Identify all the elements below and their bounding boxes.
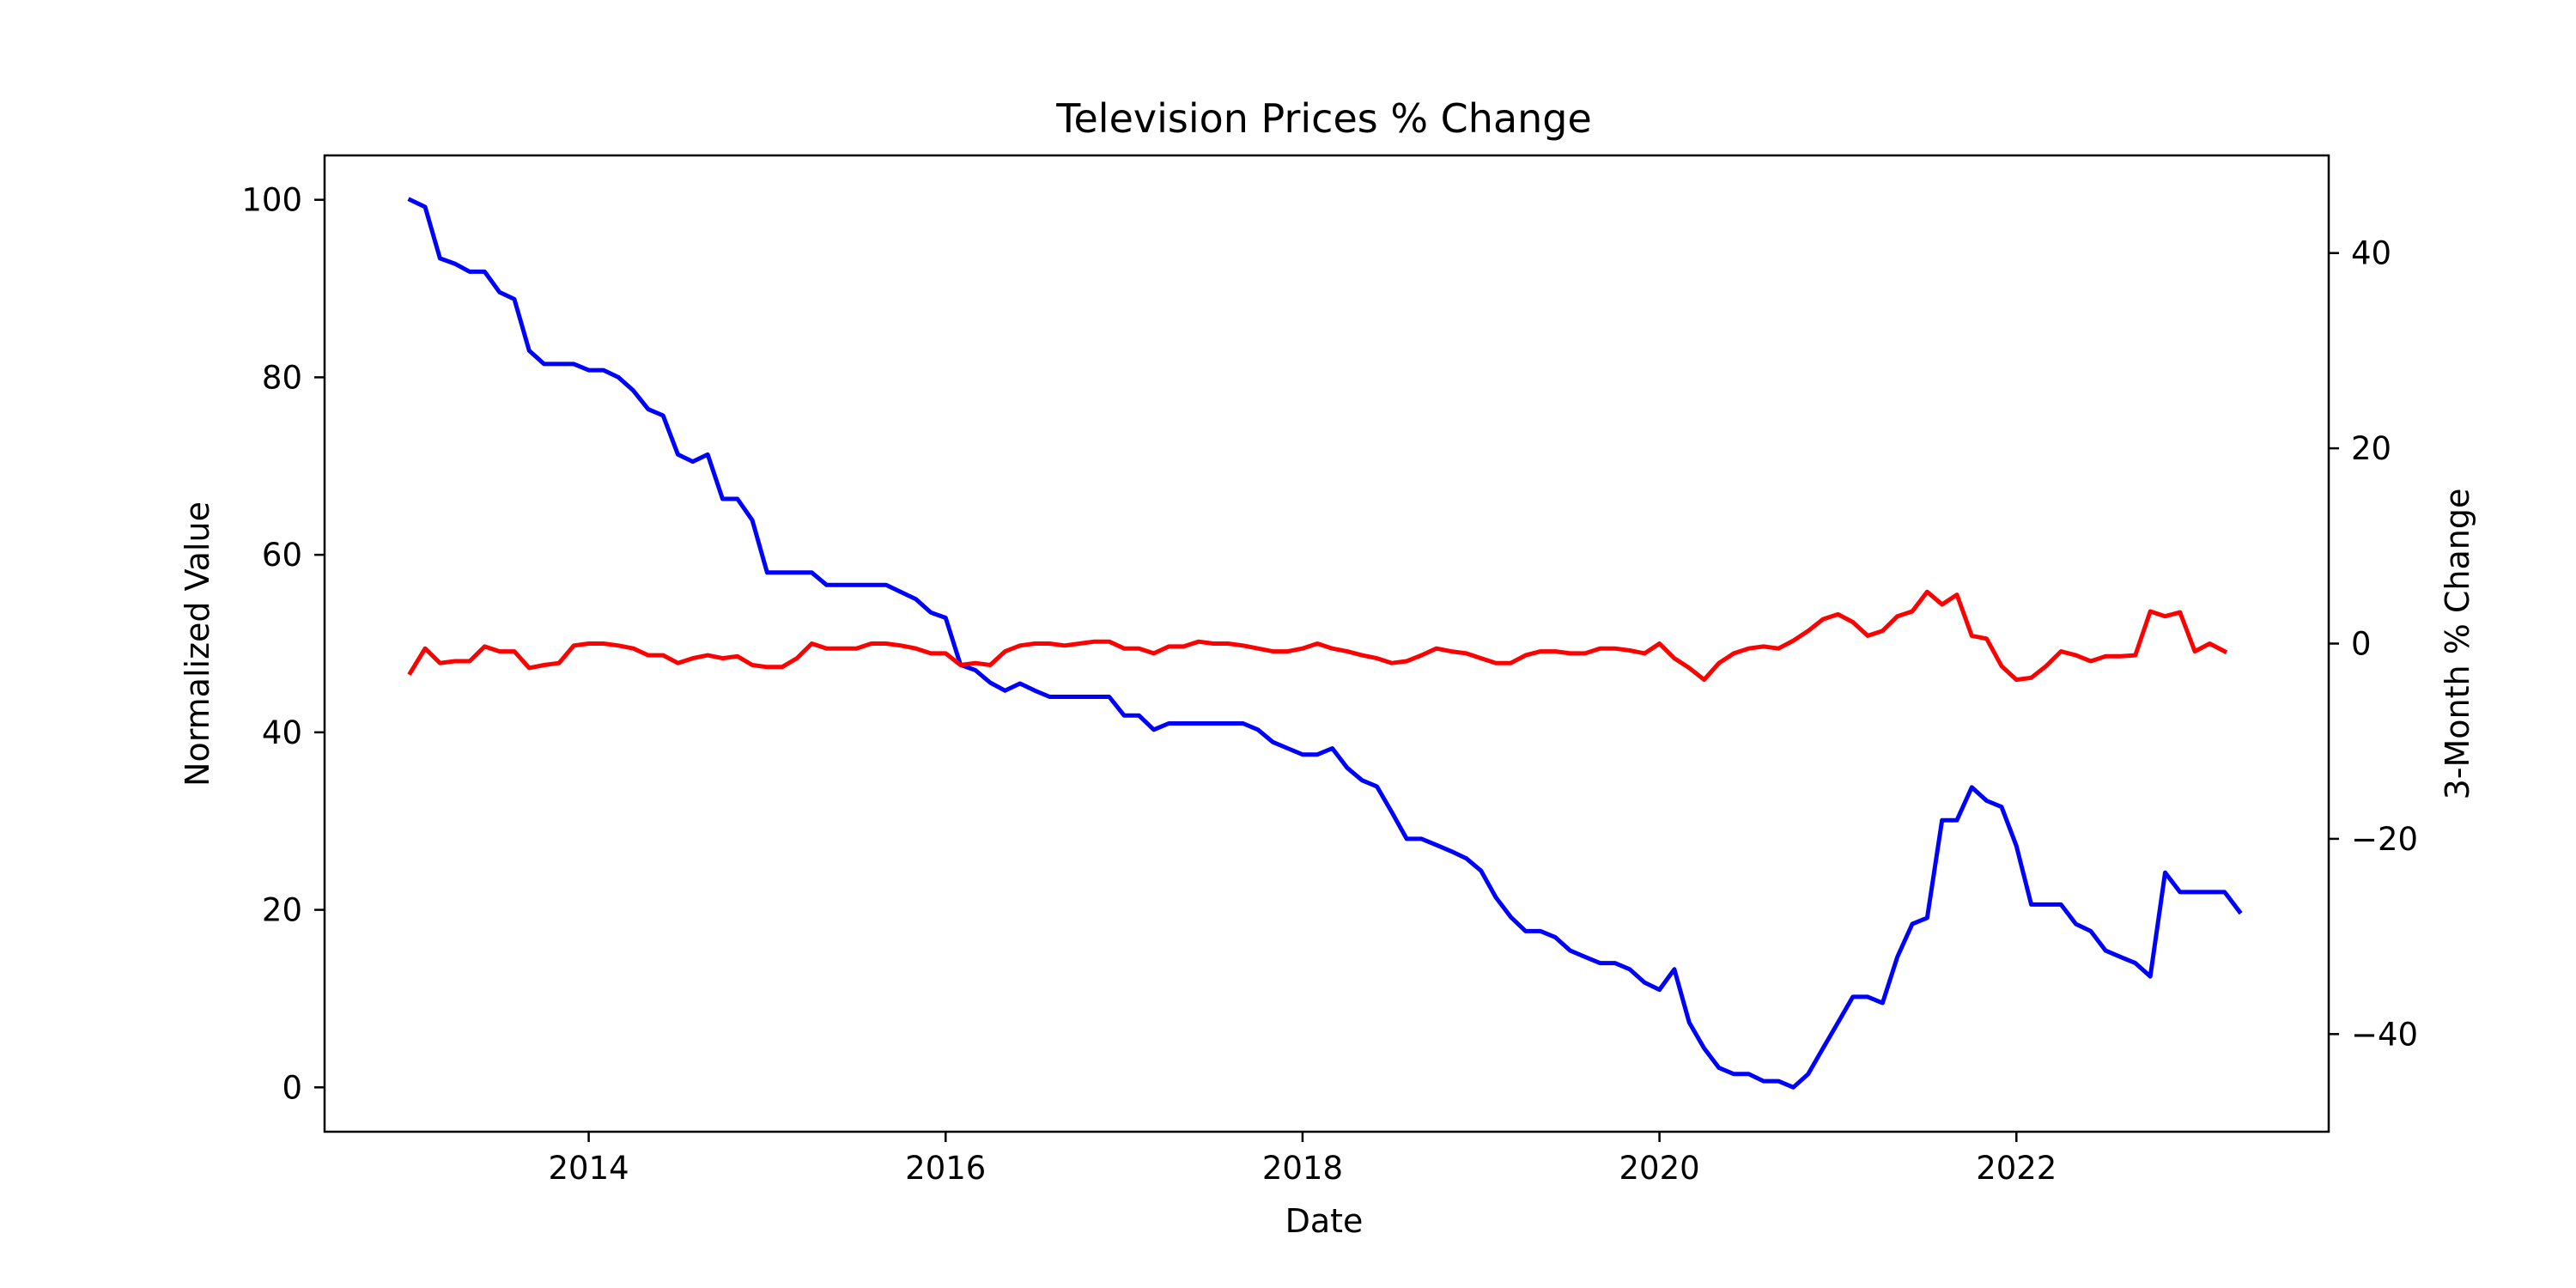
y2-tick-label: 0 xyxy=(2351,626,2372,663)
y-tick-label: 60 xyxy=(262,537,302,574)
y2-axis-label: 3-Month % Change xyxy=(2439,489,2476,800)
y-tick-label: 0 xyxy=(282,1069,302,1106)
series-line-left xyxy=(407,197,2243,1090)
x-axis-label: Date xyxy=(1285,1202,1364,1240)
axes-layer: 2014 2016 2018 2020 2022 0 20 40 60 80 100 −40 −20 0 2… xyxy=(241,154,2418,1187)
y-tick-label: 20 xyxy=(262,892,302,929)
y2-tick-label: −20 xyxy=(2351,821,2418,858)
x-tick-label: 2022 xyxy=(1976,1150,2057,1187)
x-tick-label: 2014 xyxy=(549,1150,629,1187)
x-tick-label: 2020 xyxy=(1619,1150,1700,1187)
y2-tick-label: 40 xyxy=(2351,235,2391,272)
x-tick-label: 2018 xyxy=(1262,1150,1343,1187)
y-tick-label: 40 xyxy=(262,714,302,751)
series-layer xyxy=(407,197,2243,1090)
series-line-right xyxy=(407,589,2228,683)
x-tick-label: 2016 xyxy=(905,1150,986,1187)
y-tick-label: 100 xyxy=(241,182,302,219)
y2-tick-label: 20 xyxy=(2351,430,2391,467)
y2-tick-label: −40 xyxy=(2351,1016,2418,1053)
chart-title: Television Prices % Change xyxy=(1055,95,1592,142)
y-axis-label: Normalized Value xyxy=(179,501,216,787)
y-tick-label: 80 xyxy=(262,359,302,396)
